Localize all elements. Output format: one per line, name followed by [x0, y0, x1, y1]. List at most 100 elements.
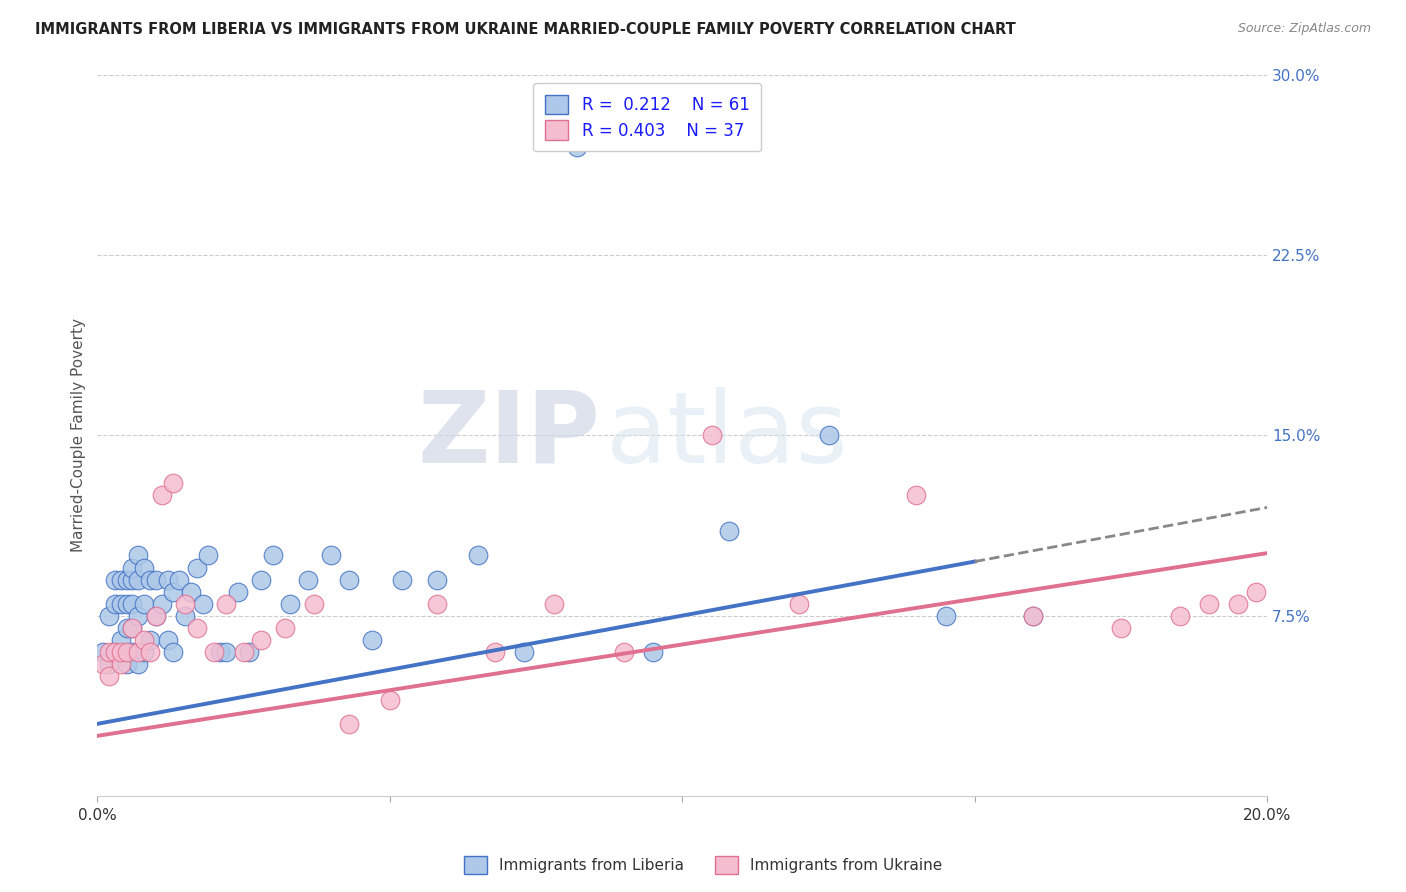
Point	[98, 657, 121, 671]
Point	[134, 597, 156, 611]
Point	[134, 560, 156, 574]
Point	[180, 584, 202, 599]
Point	[262, 549, 284, 563]
Point	[250, 632, 273, 647]
Point	[104, 573, 127, 587]
Point	[91, 645, 114, 659]
Point	[467, 549, 489, 563]
Y-axis label: Married-Couple Family Poverty: Married-Couple Family Poverty	[72, 318, 86, 552]
Text: ZIP: ZIP	[418, 387, 600, 483]
Point	[145, 608, 167, 623]
Point	[543, 597, 565, 611]
Point	[121, 621, 143, 635]
Point	[174, 597, 197, 611]
Point	[565, 139, 588, 153]
Point	[162, 645, 184, 659]
Legend: R =  0.212    N = 61, R = 0.403    N = 37: R = 0.212 N = 61, R = 0.403 N = 37	[533, 83, 761, 152]
Point	[127, 608, 149, 623]
Point	[1022, 608, 1045, 623]
Point	[162, 476, 184, 491]
Point	[186, 621, 208, 635]
Point	[104, 645, 127, 659]
Legend: Immigrants from Liberia, Immigrants from Ukraine: Immigrants from Liberia, Immigrants from…	[458, 850, 948, 880]
Point	[139, 645, 162, 659]
Point	[121, 560, 143, 574]
Point	[150, 488, 173, 502]
Point	[817, 428, 839, 442]
Point	[121, 573, 143, 587]
Point	[513, 645, 536, 659]
Point	[110, 597, 132, 611]
Point	[104, 645, 127, 659]
Point	[1244, 584, 1267, 599]
Point	[935, 608, 957, 623]
Point	[145, 608, 167, 623]
Point	[115, 621, 138, 635]
Point	[98, 608, 121, 623]
Point	[115, 645, 138, 659]
Point	[202, 645, 225, 659]
Point	[226, 584, 249, 599]
Point	[115, 657, 138, 671]
Point	[191, 597, 214, 611]
Point	[232, 645, 254, 659]
Point	[110, 645, 132, 659]
Point	[145, 573, 167, 587]
Point	[139, 632, 162, 647]
Point	[110, 573, 132, 587]
Point	[121, 597, 143, 611]
Point	[156, 573, 179, 587]
Point	[273, 621, 295, 635]
Point	[134, 632, 156, 647]
Point	[186, 560, 208, 574]
Point	[115, 597, 138, 611]
Point	[1198, 597, 1220, 611]
Point	[110, 657, 132, 671]
Point	[127, 549, 149, 563]
Point	[613, 645, 636, 659]
Point	[98, 645, 121, 659]
Text: IMMIGRANTS FROM LIBERIA VS IMMIGRANTS FROM UKRAINE MARRIED-COUPLE FAMILY POVERTY: IMMIGRANTS FROM LIBERIA VS IMMIGRANTS FR…	[35, 22, 1017, 37]
Point	[98, 669, 121, 683]
Point	[121, 645, 143, 659]
Point	[1227, 597, 1250, 611]
Point	[321, 549, 343, 563]
Point	[104, 597, 127, 611]
Point	[1109, 621, 1132, 635]
Point	[718, 524, 741, 539]
Point	[215, 597, 238, 611]
Point	[215, 645, 238, 659]
Point	[426, 573, 449, 587]
Point	[1022, 608, 1045, 623]
Point	[127, 645, 149, 659]
Point	[337, 716, 360, 731]
Point	[426, 597, 449, 611]
Point	[1168, 608, 1191, 623]
Point	[115, 573, 138, 587]
Point	[700, 428, 723, 442]
Point	[302, 597, 325, 611]
Point	[280, 597, 302, 611]
Text: Source: ZipAtlas.com: Source: ZipAtlas.com	[1237, 22, 1371, 36]
Point	[250, 573, 273, 587]
Point	[361, 632, 384, 647]
Text: atlas: atlas	[606, 387, 848, 483]
Point	[156, 632, 179, 647]
Point	[127, 573, 149, 587]
Point	[337, 573, 360, 587]
Point	[174, 608, 197, 623]
Point	[789, 597, 811, 611]
Point	[150, 597, 173, 611]
Point	[162, 584, 184, 599]
Point	[378, 693, 401, 707]
Point	[167, 573, 190, 587]
Point	[91, 657, 114, 671]
Point	[197, 549, 219, 563]
Point	[643, 645, 665, 659]
Point	[484, 645, 506, 659]
Point	[297, 573, 319, 587]
Point	[391, 573, 413, 587]
Point	[209, 645, 232, 659]
Point	[127, 657, 149, 671]
Point	[905, 488, 928, 502]
